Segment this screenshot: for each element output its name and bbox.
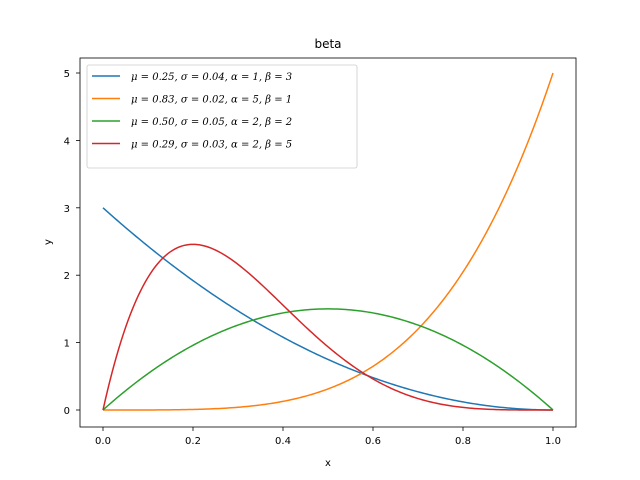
legend-entry: μ = 0.25, σ = 0.04, α = 1, β = 3 [131, 72, 292, 83]
x-ticks: 0.0 0.2 0.4 0.6 0.8 1.0 [95, 427, 561, 447]
plot-lines [102, 72, 554, 411]
x-tick-label: 0.2 [185, 436, 201, 447]
series-line-2 [102, 308, 554, 411]
chart-title: beta [314, 37, 341, 51]
y-ticks: 0 1 2 3 4 5 [64, 69, 80, 417]
y-tick-label: 2 [64, 271, 70, 282]
y-tick-label: 1 [64, 339, 70, 350]
series-line-1 [103, 72, 554, 411]
legend-entry: μ = 0.29, σ = 0.03, α = 2, β = 5 [131, 140, 292, 151]
y-axis-label: y [43, 239, 54, 245]
x-tick-label: 0.4 [275, 436, 291, 447]
x-tick-label: 0.6 [365, 436, 381, 447]
series-line-3 [102, 243, 553, 411]
legend-entry: μ = 0.50, σ = 0.05, α = 2, β = 2 [131, 117, 292, 128]
x-axis-label: x [325, 458, 331, 469]
y-tick-label: 3 [64, 204, 70, 215]
y-tick-label: 4 [64, 136, 70, 147]
axes-frame [79, 57, 577, 428]
legend-entry: μ = 0.83, σ = 0.02, α = 5, β = 1 [131, 95, 292, 106]
y-tick-label: 5 [64, 69, 70, 80]
y-tick-label: 0 [64, 406, 70, 417]
x-tick-label: 0.8 [455, 436, 471, 447]
x-tick-label: 1.0 [545, 436, 561, 447]
series-line-0 [102, 207, 554, 411]
x-tick-label: 0.0 [95, 436, 111, 447]
legend: μ = 0.25, σ = 0.04, α = 1, β = 3 μ = 0.83… [86, 64, 358, 169]
